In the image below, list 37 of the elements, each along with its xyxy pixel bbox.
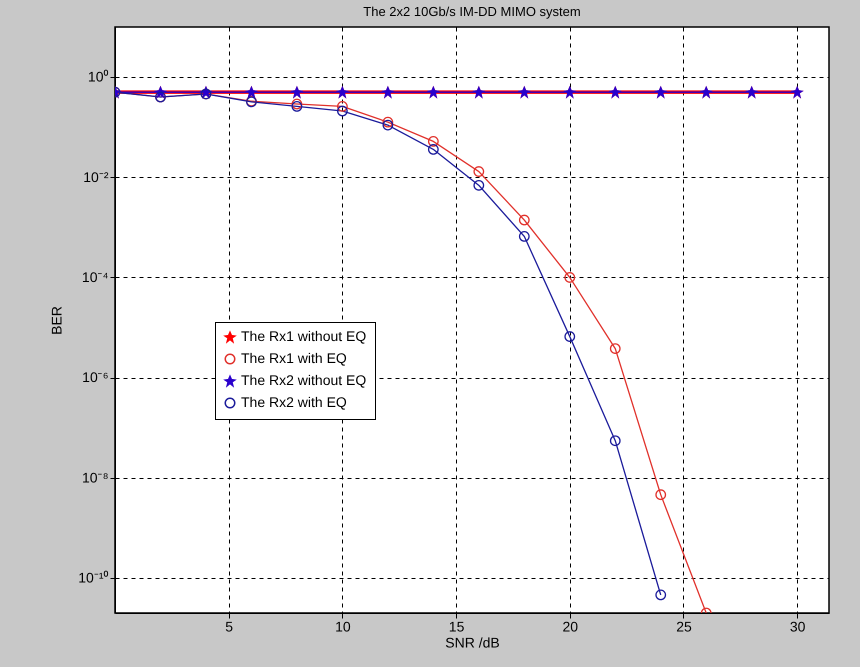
- legend-label: The Rx2 with EQ: [241, 394, 347, 410]
- point: [518, 231, 530, 242]
- point: [473, 166, 484, 177]
- x-tick-label: 15: [448, 618, 465, 634]
- y-tick-label: 10⁻¹⁰: [78, 569, 108, 586]
- point: [655, 489, 666, 500]
- point: [610, 343, 621, 354]
- x-tick-label: 5: [225, 618, 234, 634]
- point: [336, 101, 348, 112]
- x-tick-label: 10: [335, 618, 351, 634]
- point: [292, 101, 302, 112]
- point: [564, 331, 576, 342]
- y-tick-label: 10⁻⁸: [82, 469, 109, 486]
- point: [564, 272, 576, 283]
- point: [336, 106, 348, 116]
- x-tick-label: 30: [790, 618, 806, 634]
- y-tick-label: 10⁰: [88, 68, 108, 85]
- x-axis-title: SNR /dB: [445, 634, 500, 650]
- point: [518, 214, 530, 226]
- point: [655, 589, 666, 600]
- point: [610, 435, 621, 446]
- x-tick-label: 25: [676, 618, 692, 634]
- y-axis-title: BER: [48, 306, 64, 335]
- y-tick-label: 10⁻²: [83, 168, 109, 185]
- point: [473, 180, 484, 191]
- y-tick-label: 10⁻⁴: [82, 268, 108, 285]
- point: [292, 98, 302, 110]
- chart-title: The 2x2 10Gb/s IM-DD MIMO system: [363, 4, 581, 19]
- legend-label: The Rx1 without EQ: [241, 328, 366, 344]
- x-tick-label: 20: [562, 618, 578, 634]
- legend-label: The Rx2 without EQ: [241, 372, 366, 388]
- point: [428, 144, 439, 155]
- y-tick-label: 10⁻⁶: [82, 369, 108, 386]
- point: [382, 120, 394, 130]
- point: [428, 136, 439, 147]
- point: [382, 116, 394, 128]
- legend-label: The Rx1 with EQ: [241, 350, 347, 366]
